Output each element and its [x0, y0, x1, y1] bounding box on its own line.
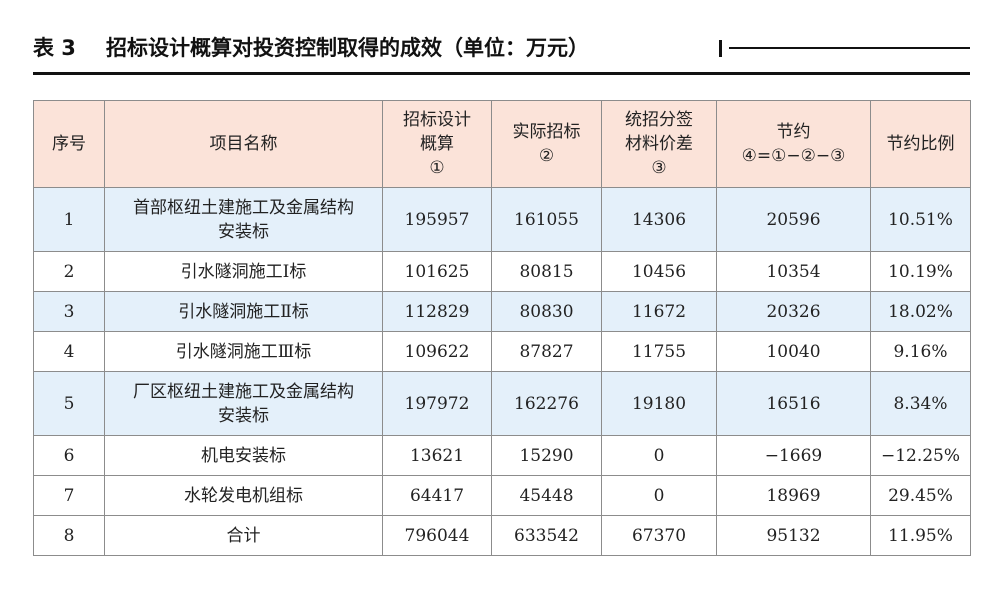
- header-saving-ratio: 节约比例: [870, 100, 971, 188]
- cell-actual-tender: 161055: [491, 187, 602, 252]
- cell-design-budget: 197972: [382, 371, 492, 436]
- cell-material-diff: 67370: [601, 515, 717, 556]
- cell-actual-tender: 87827: [491, 331, 602, 372]
- cell-actual-tender: 162276: [491, 371, 602, 436]
- cell-saving-ratio: 9.16%: [870, 331, 971, 372]
- cell-actual-tender: 45448: [491, 475, 602, 516]
- cell-serial: 8: [33, 515, 105, 556]
- title-rule: [729, 47, 970, 49]
- header-row: 序号 项目名称 招标设计 概算 ① 实际招标 ② 统招分签 材料价差 ③ 节约 …: [33, 100, 971, 188]
- cell-material-diff: 10456: [601, 251, 717, 292]
- table-title: 招标设计概算对投资控制取得的成效（单位：万元）: [106, 36, 589, 60]
- cell-saving: −1669: [716, 435, 871, 476]
- cell-design-budget: 109622: [382, 331, 492, 372]
- header-serial: 序号: [33, 100, 105, 188]
- cell-design-budget: 101625: [382, 251, 492, 292]
- cell-design-budget: 195957: [382, 187, 492, 252]
- cell-actual-tender: 15290: [491, 435, 602, 476]
- cell-actual-tender: 80830: [491, 291, 602, 332]
- cell-project-name: 引水隧洞施工Ⅲ标: [104, 331, 383, 372]
- table-row: 7 水轮发电机组标 64417 45448 0 18969 29.45%: [33, 475, 971, 516]
- table-row: 5 厂区枢纽土建施工及金属结构 安装标 197972 162276 19180 …: [33, 371, 971, 436]
- cell-design-budget: 112829: [382, 291, 492, 332]
- cell-serial: 2: [33, 251, 105, 292]
- cell-material-diff: 0: [601, 475, 717, 516]
- cell-material-diff: 14306: [601, 187, 717, 252]
- table-row: 4 引水隧洞施工Ⅲ标 109622 87827 11755 10040 9.16…: [33, 331, 971, 372]
- header-material-diff: 统招分签 材料价差 ③: [601, 100, 717, 188]
- cell-project-name: 引水隧洞施工Ⅰ标: [104, 251, 383, 292]
- table-row: 6 机电安装标 13621 15290 0 −1669 −12.25%: [33, 435, 971, 476]
- table-row: 1 首部枢纽土建施工及金属结构 安装标 195957 161055 14306 …: [33, 187, 971, 252]
- cell-saving: 10040: [716, 331, 871, 372]
- header-design-budget: 招标设计 概算 ①: [382, 100, 492, 188]
- title-end-bar: [719, 40, 722, 57]
- cell-saving-ratio: 8.34%: [870, 371, 971, 436]
- cell-saving-ratio: 10.19%: [870, 251, 971, 292]
- cell-project-name: 引水隧洞施工Ⅱ标: [104, 291, 383, 332]
- cell-project-name: 水轮发电机组标: [104, 475, 383, 516]
- cell-saving: 16516: [716, 371, 871, 436]
- table-row: 2 引水隧洞施工Ⅰ标 101625 80815 10456 10354 10.1…: [33, 251, 971, 292]
- savings-table: 序号 项目名称 招标设计 概算 ① 实际招标 ② 统招分签 材料价差 ③ 节约 …: [33, 100, 971, 556]
- cell-serial: 3: [33, 291, 105, 332]
- cell-saving-ratio: 18.02%: [870, 291, 971, 332]
- cell-material-diff: 11672: [601, 291, 717, 332]
- table-number: 表 3: [33, 36, 76, 60]
- table-row-total: 8 合计 796044 633542 67370 95132 11.95%: [33, 515, 971, 556]
- cell-material-diff: 19180: [601, 371, 717, 436]
- cell-design-budget: 796044: [382, 515, 492, 556]
- cell-project-name: 首部枢纽土建施工及金属结构 安装标: [104, 187, 383, 252]
- cell-saving: 20596: [716, 187, 871, 252]
- header-project-name: 项目名称: [104, 100, 383, 188]
- cell-design-budget: 64417: [382, 475, 492, 516]
- cell-material-diff: 11755: [601, 331, 717, 372]
- cell-serial: 6: [33, 435, 105, 476]
- cell-serial: 5: [33, 371, 105, 436]
- cell-actual-tender: 633542: [491, 515, 602, 556]
- cell-project-name: 合计: [104, 515, 383, 556]
- cell-saving: 95132: [716, 515, 871, 556]
- cell-design-budget: 13621: [382, 435, 492, 476]
- cell-actual-tender: 80815: [491, 251, 602, 292]
- cell-serial: 1: [33, 187, 105, 252]
- cell-project-name: 机电安装标: [104, 435, 383, 476]
- cell-material-diff: 0: [601, 435, 717, 476]
- top-rule: [33, 72, 970, 75]
- cell-serial: 4: [33, 331, 105, 372]
- cell-saving: 18969: [716, 475, 871, 516]
- cell-saving-ratio: 29.45%: [870, 475, 971, 516]
- cell-saving: 10354: [716, 251, 871, 292]
- header-saving: 节约 ④=①−②−③: [716, 100, 871, 188]
- table-caption: 表 3 招标设计概算对投资控制取得的成效（单位：万元）: [33, 33, 970, 63]
- cell-saving-ratio: 10.51%: [870, 187, 971, 252]
- cell-saving-ratio: 11.95%: [870, 515, 971, 556]
- cell-saving-ratio: −12.25%: [870, 435, 971, 476]
- cell-serial: 7: [33, 475, 105, 516]
- table-row: 3 引水隧洞施工Ⅱ标 112829 80830 11672 20326 18.0…: [33, 291, 971, 332]
- cell-saving: 20326: [716, 291, 871, 332]
- cell-project-name: 厂区枢纽土建施工及金属结构 安装标: [104, 371, 383, 436]
- header-actual-tender: 实际招标 ②: [491, 100, 602, 188]
